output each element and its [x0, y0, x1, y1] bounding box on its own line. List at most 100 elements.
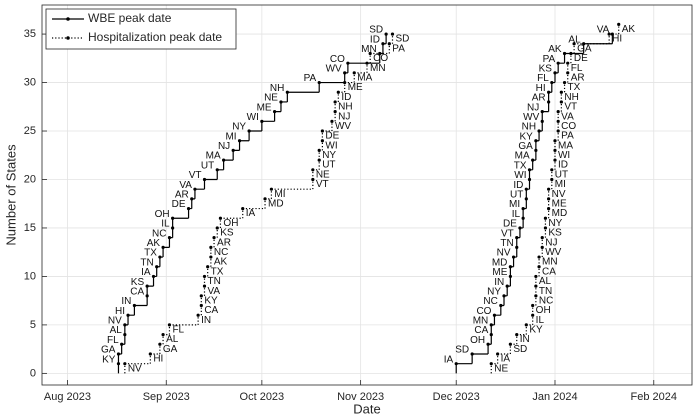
state-label: MN: [473, 316, 489, 327]
point-marker: [496, 352, 500, 356]
x-tick-label: Oct 2023: [240, 391, 285, 403]
state-label: NY: [232, 122, 246, 133]
state-label: MI: [274, 189, 285, 200]
point-marker: [547, 90, 551, 94]
state-label: WI: [325, 140, 337, 151]
state-label: TX: [514, 160, 527, 171]
state-label: GA: [518, 141, 533, 152]
point-marker: [193, 187, 197, 191]
state-label: IA: [246, 208, 256, 219]
state-label: WV: [326, 63, 342, 74]
point-marker: [559, 90, 563, 94]
state-label: CA: [474, 325, 488, 336]
state-label: TN: [140, 257, 153, 268]
state-label: DE: [503, 219, 517, 230]
point-marker: [505, 284, 509, 288]
state-label: VA: [179, 180, 192, 191]
state-label: MI: [555, 179, 566, 190]
point-marker: [206, 265, 210, 269]
state-label: IL: [161, 219, 170, 230]
state-label: IA: [501, 354, 511, 365]
point-marker: [155, 265, 159, 269]
state-label: AR: [175, 190, 189, 201]
state-label: AK: [147, 238, 161, 249]
state-label: VT: [189, 170, 202, 181]
state-label: AL: [110, 325, 123, 336]
state-label: NY: [322, 150, 336, 161]
point-marker: [151, 274, 156, 279]
point-marker: [515, 332, 519, 337]
state-label: OH: [536, 305, 551, 316]
point-marker: [196, 313, 200, 317]
point-marker: [212, 236, 216, 240]
state-label: TX: [144, 248, 157, 259]
state-label: NH: [270, 83, 284, 94]
state-label: VT: [316, 179, 329, 190]
state-label: NV: [128, 363, 142, 374]
state-label: AK: [214, 257, 228, 268]
point-marker: [202, 177, 207, 182]
state-label: VA: [208, 286, 221, 297]
point-marker: [346, 61, 350, 65]
point-marker: [489, 323, 493, 327]
state-label: FL: [537, 73, 549, 84]
state-label: KS: [220, 228, 234, 239]
state-label: FL: [571, 63, 583, 74]
state-label: MD: [492, 257, 508, 268]
point-marker: [562, 51, 567, 56]
state-label: ME: [348, 82, 363, 93]
state-label: KY: [204, 295, 218, 306]
legend-box: [45, 8, 237, 50]
state-label: OH: [223, 218, 238, 229]
point-marker: [317, 148, 321, 153]
state-label: DE: [172, 199, 186, 210]
point-marker: [237, 139, 242, 143]
state-label: WI: [514, 170, 526, 181]
y-tick-label: 5: [30, 319, 36, 331]
point-marker: [607, 32, 611, 36]
state-label: OH: [470, 335, 485, 346]
state-label: NJ: [218, 141, 230, 152]
point-marker: [537, 255, 541, 259]
point-marker: [190, 197, 194, 201]
legend-marker: [66, 17, 70, 21]
state-label: NH: [564, 92, 578, 103]
point-marker: [524, 323, 528, 327]
state-label: KY: [102, 354, 116, 365]
point-marker: [387, 42, 391, 46]
state-label: UT: [322, 160, 335, 171]
state-label: WI: [247, 112, 259, 123]
state-label: IA: [141, 267, 151, 278]
point-marker: [531, 158, 535, 162]
point-marker: [218, 216, 223, 220]
state-label: AK: [622, 24, 636, 35]
point-marker: [336, 90, 340, 94]
point-marker: [161, 332, 165, 337]
state-label: KS: [548, 228, 562, 239]
point-marker: [231, 148, 235, 153]
y-tick-label: 20: [24, 173, 36, 185]
state-label: ID: [370, 34, 380, 45]
point-marker: [569, 51, 573, 56]
state-label: IN: [121, 296, 131, 307]
state-label: PA: [561, 131, 574, 142]
state-label: VA: [561, 111, 574, 122]
state-label: NE: [316, 169, 330, 180]
state-label: AL: [166, 334, 179, 345]
point-marker: [247, 129, 251, 133]
state-label: CA: [542, 266, 556, 277]
plot-area: KYGAFLALNVHIINCAKSIATNTXAKNCILOHDEARVAVT…: [101, 22, 636, 374]
point-marker: [556, 110, 560, 114]
point-marker: [186, 206, 191, 211]
y-tick-label: 10: [24, 270, 36, 282]
x-axis-label: Date: [353, 401, 380, 416]
state-label: FL: [172, 325, 184, 336]
point-marker: [508, 342, 512, 346]
state-label: WI: [558, 150, 570, 161]
state-label: WV: [335, 121, 351, 132]
y-tick-label: 30: [24, 76, 36, 88]
point-marker: [527, 168, 532, 172]
state-label: TN: [208, 276, 221, 287]
x-tick-label: Dec 2023: [433, 391, 480, 403]
